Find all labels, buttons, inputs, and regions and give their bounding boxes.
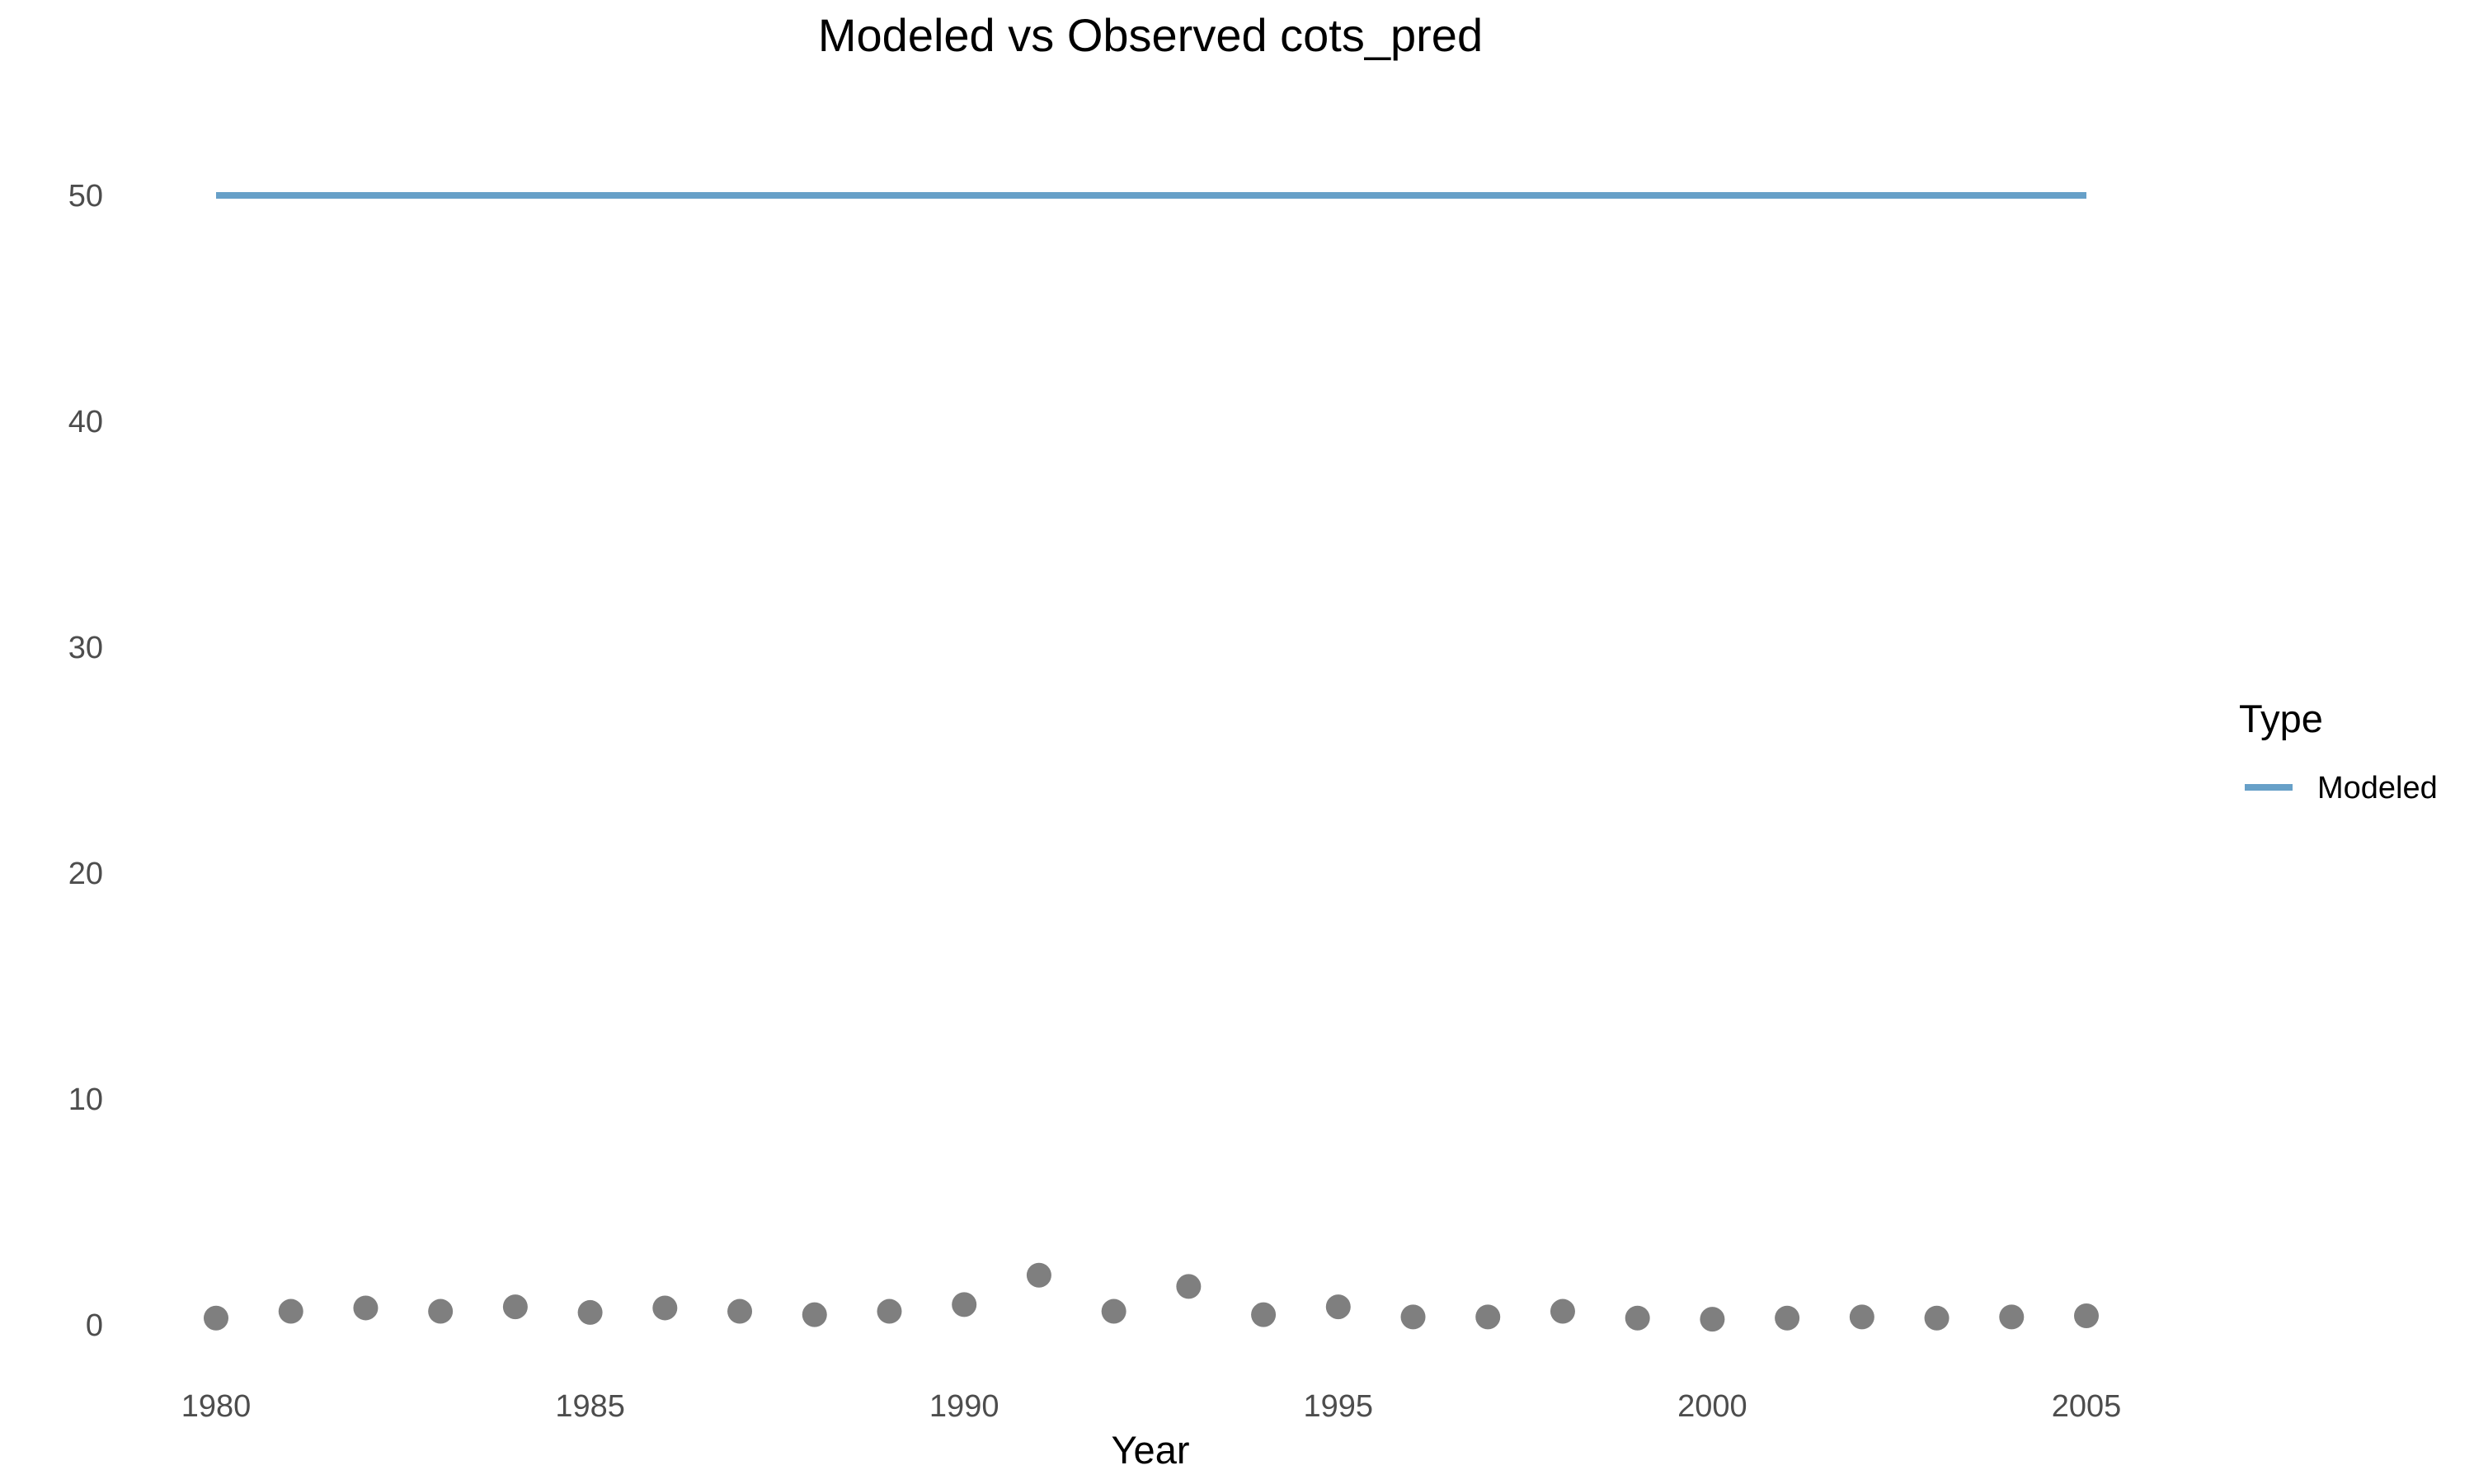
observed-point	[1550, 1298, 1575, 1324]
observed-point	[502, 1294, 528, 1320]
y-tick-label: 30	[68, 631, 103, 665]
x-tick-label: 2000	[1677, 1389, 1747, 1424]
x-tick-label: 1990	[929, 1389, 999, 1424]
observed-point	[952, 1292, 977, 1317]
observed-point	[204, 1305, 228, 1331]
x-tick-label: 2005	[2052, 1389, 2122, 1424]
observed-point	[1400, 1304, 1426, 1330]
observed-point	[353, 1295, 379, 1321]
x-axis-title: Year	[1112, 1428, 1190, 1472]
legend: Type Modeled	[2239, 697, 2438, 805]
observed-point	[802, 1302, 827, 1327]
observed-point	[1475, 1304, 1501, 1330]
x-tick-label: 1985	[555, 1389, 625, 1424]
observed-point	[2074, 1303, 2099, 1329]
plot-area	[204, 192, 2099, 1332]
x-tick-label: 1980	[181, 1389, 252, 1424]
observed-point	[1325, 1294, 1351, 1320]
observed-point	[1101, 1298, 1126, 1324]
y-tick-label: 40	[68, 405, 103, 439]
observed-point	[1026, 1262, 1051, 1288]
observed-point	[1625, 1305, 1650, 1331]
x-axis-ticks: 1980 1985 1990 1995 2000 2005	[181, 1389, 2122, 1424]
y-tick-label: 20	[68, 857, 103, 891]
observed-point	[1775, 1305, 1800, 1331]
observed-point	[278, 1298, 303, 1324]
observed-point	[1251, 1302, 1277, 1327]
y-axis-ticks: 0 10 20 30 40 50	[68, 179, 103, 1343]
observed-point	[1999, 1304, 2025, 1330]
chart-title: Modeled vs Observed cots_pred	[818, 9, 1483, 61]
observed-point	[1700, 1307, 1725, 1332]
y-tick-label: 10	[68, 1082, 103, 1117]
observed-point	[877, 1298, 902, 1324]
observed-point	[1849, 1304, 1874, 1330]
legend-entries: Modeled	[2245, 771, 2438, 805]
x-tick-label: 1995	[1304, 1389, 1374, 1424]
y-tick-label: 0	[86, 1308, 103, 1343]
observed-point	[1924, 1305, 1950, 1331]
legend-title: Type	[2239, 697, 2323, 740]
observed-point	[727, 1298, 753, 1324]
observed-point	[1176, 1274, 1202, 1299]
legend-label: Modeled	[2317, 771, 2438, 805]
observed-point	[577, 1299, 603, 1325]
observed-point	[428, 1298, 454, 1324]
y-tick-label: 50	[68, 179, 103, 214]
observed-point	[652, 1295, 678, 1321]
